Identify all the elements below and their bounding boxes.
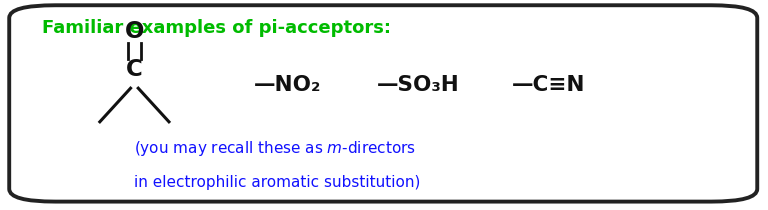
Text: in electrophilic aromatic substitution): in electrophilic aromatic substitution)	[134, 175, 421, 190]
Text: —SO₃H: —SO₃H	[377, 75, 460, 95]
Text: C: C	[126, 58, 143, 81]
Text: —NO₂: —NO₂	[254, 75, 322, 95]
Text: Familiar examples of pi-acceptors:: Familiar examples of pi-acceptors:	[42, 19, 391, 37]
Text: —C≡N: —C≡N	[512, 75, 586, 95]
Text: O: O	[124, 20, 144, 43]
FancyBboxPatch shape	[9, 5, 757, 202]
Text: (you may recall these as $\it{m}$-directors: (you may recall these as $\it{m}$-direct…	[134, 139, 416, 158]
